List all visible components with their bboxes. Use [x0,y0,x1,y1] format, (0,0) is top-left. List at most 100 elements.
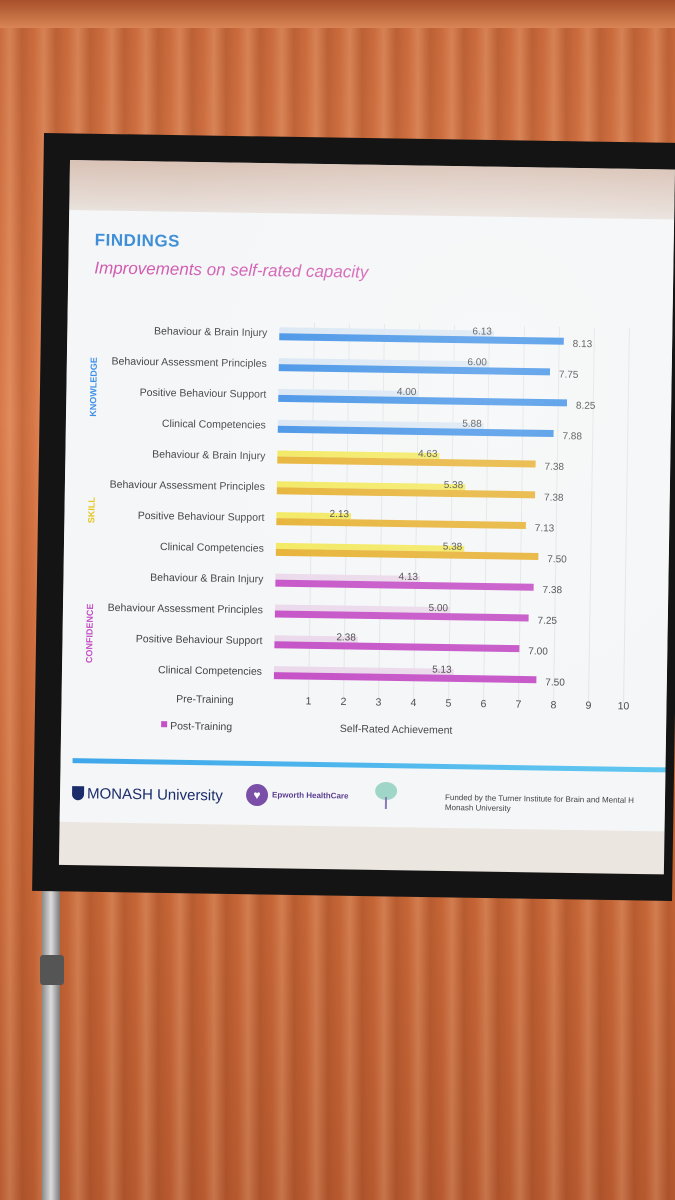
monash-logo: MONASH University [71,785,224,805]
gridline [588,327,595,703]
pre-value-label: 6.00 [467,357,487,368]
post-training-bar [273,672,537,684]
pre-training-bar [278,388,419,398]
post-training-bar [277,425,554,438]
post-training-bar [276,518,526,530]
findings-bar-chart: KNOWLEDGE Behaviour & Brain Injury 6.13 8.1… [84,322,630,737]
post-value-label: 7.00 [528,646,548,657]
pre-value-label: 4.63 [418,449,438,460]
pre-value-label: 5.00 [428,603,448,614]
post-value-label: 7.38 [543,585,563,596]
post-value-label: 7.88 [562,431,582,442]
post-training-bar [278,394,568,407]
category-label: Clinical Competencies [158,664,262,678]
pre-value-label: 4.00 [397,387,417,398]
post-training-bar [277,456,536,468]
pre-value-label: 2.13 [329,509,349,520]
category-label: Positive Behaviour Support [136,633,263,647]
legend-post-training: Post-Training [170,720,232,733]
post-training-bar [278,364,551,376]
epworth-logo: ♥ Epworth HealthCare [245,783,349,808]
category-label: Positive Behaviour Support [138,510,265,524]
monash-logo-text: MONASH University [86,785,224,805]
epworth-logo-text: Epworth HealthCare [271,790,349,801]
curtain-valance [0,0,675,28]
tree-logo-icon [375,782,398,810]
x-tick-label: 6 [480,698,486,710]
gridline [378,323,385,700]
pre-training-bar [279,327,494,337]
post-value-label: 7.13 [535,523,555,534]
pre-training-bar [274,635,358,643]
post-training-bar [274,641,520,653]
pre-training-bar [275,542,465,552]
x-tick-label: 2 [341,696,347,708]
x-tick-label: 3 [376,696,382,708]
epworth-icon: ♥ [245,783,269,807]
x-tick-label: 8 [550,699,556,711]
x-tick-label: 4 [410,697,416,709]
post-value-label: 7.38 [544,462,564,473]
category-label: Behaviour & Brain Injury [154,325,268,339]
gridline [343,323,350,699]
post-training-bar [274,610,529,622]
pre-training-bar [276,512,352,520]
x-axis-label: Self-Rated Achievement [340,723,453,737]
pre-training-bar [278,358,489,368]
post-training-bar [276,487,536,499]
legend-pre-training: Pre-Training [176,693,234,706]
gridline [553,326,560,703]
pre-value-label: 4.13 [398,572,418,583]
x-tick-label: 9 [585,700,591,712]
stand-knob [40,955,64,985]
pre-value-label: 5.38 [444,480,464,491]
pre-training-bar [273,666,454,675]
pre-training-bar [276,481,466,491]
x-tick-label: 7 [515,699,521,711]
category-label: Behaviour Assessment Principles [108,602,263,616]
projection-screen: FINDINGS Improvements on self-rated capa… [58,160,675,875]
pre-value-label: 5.13 [432,665,452,676]
category-label: Clinical Competencies [162,418,266,432]
pre-training-bar [277,450,440,460]
pre-training-bar [277,419,484,429]
gridline [623,327,630,704]
x-tick-label: 5 [445,698,451,710]
pre-training-bar [275,573,421,582]
post-value-label: 7.25 [537,616,557,627]
post-value-label: 7.75 [559,370,579,381]
monash-shield-icon [71,786,85,801]
gridline [448,325,455,701]
pre-training-bar [274,604,451,614]
pre-value-label: 5.38 [443,542,463,553]
footer-divider [72,758,666,773]
category-label: Behaviour & Brain Injury [150,572,264,586]
category-label: Clinical Competencies [160,541,264,555]
post-value-label: 7.50 [545,677,565,688]
post-training-bar [279,333,564,345]
gridline [518,326,525,702]
x-tick-label: 1 [306,695,312,707]
pre-value-label: 5.88 [462,419,482,430]
slide-subheading: Improvements on self-rated capacity [94,258,369,282]
group-label: CONFIDENCE [84,604,95,664]
category-label: Positive Behaviour Support [140,387,267,401]
post-training-bar [275,579,534,591]
screen-stand [42,880,60,1200]
group-label: SKILL [86,497,96,524]
slide: FINDINGS Improvements on self-rated capa… [59,209,675,832]
x-tick-label: 10 [618,700,630,712]
slide-heading: FINDINGS [94,230,181,251]
pre-value-label: 2.38 [336,632,356,643]
category-label: Behaviour & Brain Injury [152,449,266,463]
funding-note: Funded by the Turner Institute for Brain… [445,793,675,817]
post-value-label: 7.38 [544,492,564,503]
legend-post-training-marker [161,721,168,728]
category-label: Behaviour Assessment Principles [111,355,266,369]
post-value-label: 7.50 [547,554,567,565]
pre-value-label: 6.13 [472,326,492,337]
group-label: KNOWLEDGE [88,357,99,417]
post-value-label: 8.25 [576,401,596,412]
post-training-bar [275,548,539,561]
post-value-label: 8.13 [573,339,593,350]
